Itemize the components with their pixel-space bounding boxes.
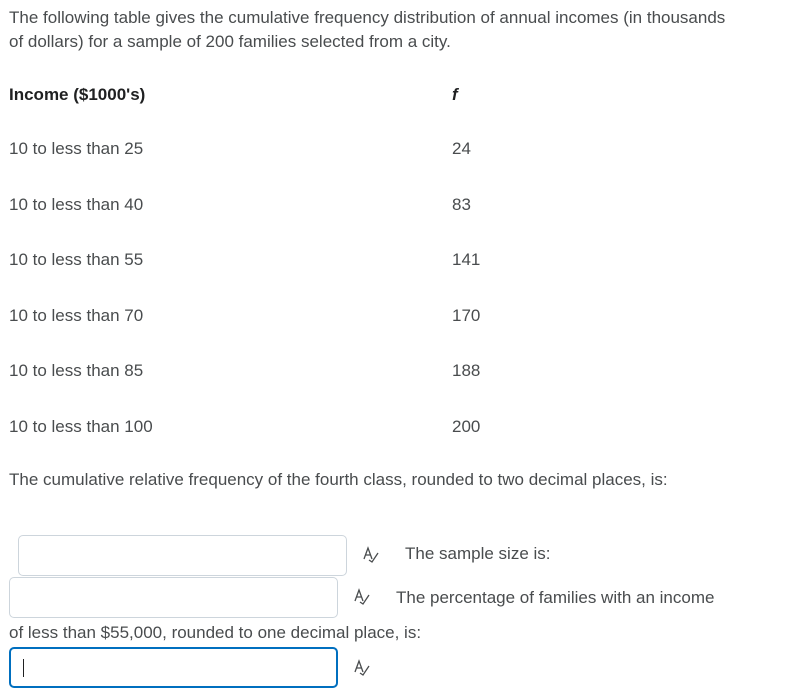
question-text: The cumulative relative frequency of the… [9,470,668,489]
prompt-text: The percentage of families with an incom… [9,588,715,642]
spellcheck-icon[interactable] [361,545,379,563]
income-cell: 10 to less than 85 [9,361,144,381]
income-cell: 10 to less than 100 [9,417,153,436]
intro-text: The following table gives the cumulative… [9,8,726,51]
answer-input[interactable] [9,647,338,688]
table-header: Income ($1000's) [9,85,146,104]
income-cell: 10 to less than 55 [9,250,144,270]
prompt-text: The sample size is: [405,544,551,563]
spellcheck-icon[interactable] [352,658,370,676]
frequency-cell: 188 [452,361,481,381]
income-cell: 10 to less than 25 [9,139,144,158]
income-cell: 10 to less than 70 [9,305,144,325]
table-header: f [452,85,458,104]
answer-input[interactable] [9,577,338,618]
frequency-cell: 170 [452,305,481,325]
income-cell: 10 to less than 40 [9,194,144,214]
text-cursor [23,659,24,677]
frequency-cell: 141 [452,250,481,270]
frequency-cell: 24 [452,139,471,158]
frequency-cell: 200 [452,417,481,436]
answer-input[interactable] [18,535,347,576]
spellcheck-icon[interactable] [352,587,370,605]
frequency-cell: 83 [452,194,471,214]
